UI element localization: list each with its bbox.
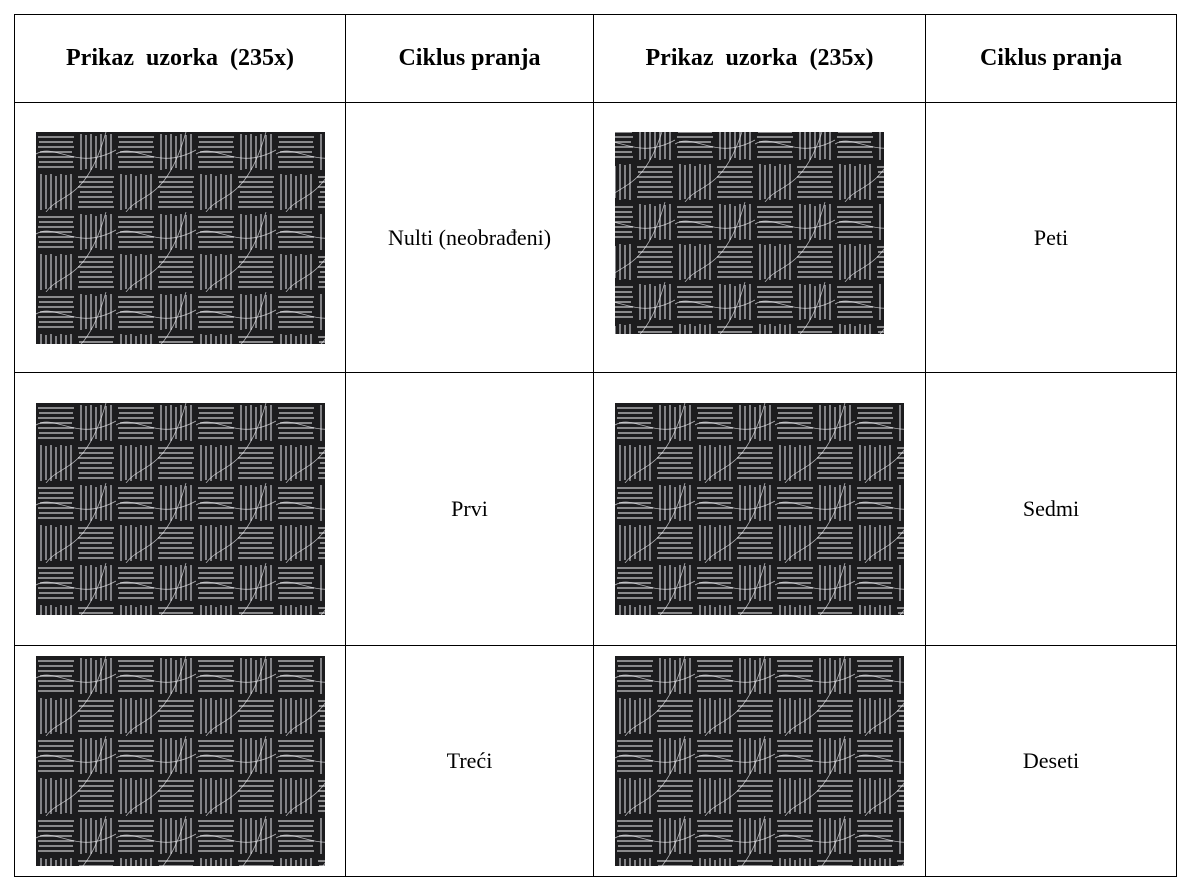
sample-image	[35, 403, 325, 615]
image-cell	[14, 372, 346, 646]
row: Nulti (neobrađeni) Peti	[14, 102, 1177, 373]
header-cell: Prikaz uzorka (235x)	[593, 14, 926, 103]
cycle-cell: Sedmi	[925, 372, 1177, 646]
cycle-cell: Prvi	[345, 372, 594, 646]
header-cell: Prikaz uzorka (235x)	[14, 14, 346, 103]
image-cell	[593, 372, 926, 646]
cycle-cell: Peti	[925, 102, 1177, 373]
image-cell	[593, 102, 926, 373]
cycle-cell: Deseti	[925, 645, 1177, 877]
sample-image	[615, 403, 904, 615]
header-cell: Ciklus pranja	[345, 14, 594, 103]
image-cell	[14, 102, 346, 373]
row: Prvi Sedmi	[14, 372, 1177, 646]
row: Treći Deseti	[14, 645, 1177, 877]
header-cell: Ciklus pranja	[925, 14, 1177, 103]
header-row: Prikaz uzorka (235x) Ciklus pranja Prika…	[14, 14, 1177, 103]
sample-image	[35, 656, 325, 866]
sample-image	[35, 131, 325, 344]
sample-image	[615, 656, 904, 866]
cycle-cell: Treći	[345, 645, 594, 877]
results-table: Prikaz uzorka (235x) Ciklus pranja Prika…	[14, 14, 1177, 877]
image-cell	[14, 645, 346, 877]
cycle-cell: Nulti (neobrađeni)	[345, 102, 594, 373]
sample-image	[615, 131, 884, 334]
image-cell	[593, 645, 926, 877]
